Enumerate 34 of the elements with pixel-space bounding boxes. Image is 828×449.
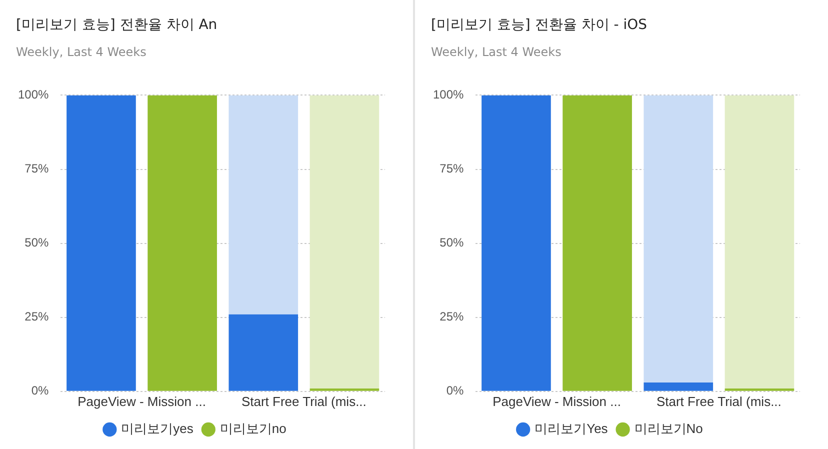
bar: [228, 95, 298, 314]
legend-label: 미리보기no: [220, 421, 286, 436]
bar: [66, 95, 136, 391]
y-tick-label: 25%: [24, 310, 50, 324]
legend-label: 미리보기yes: [121, 421, 194, 436]
bar: [482, 95, 551, 391]
bar: [228, 314, 298, 391]
y-tick-label: 75%: [440, 162, 464, 176]
legend-label: 미리보기Yes: [534, 421, 608, 436]
y-tick-label: 50%: [24, 236, 50, 250]
y-tick-label: 100%: [18, 88, 50, 102]
y-tick-label: 50%: [440, 236, 464, 250]
y-tick-label: 0%: [446, 384, 464, 398]
bar: [148, 95, 217, 391]
y-tick-label: 25%: [440, 310, 464, 324]
bar: [724, 95, 794, 388]
bar: [724, 388, 794, 391]
bar: [310, 388, 380, 391]
bar: [644, 95, 714, 383]
x-tick-label: Start Free Trial (mis...: [656, 394, 782, 409]
chart-subtitle: Weekly, Last 4 Weeks: [431, 45, 562, 59]
y-tick-label: 100%: [432, 88, 464, 102]
y-tick-label: 0%: [31, 384, 50, 398]
chart-title: [미리보기 효능] 전환율 차이 - iOS: [431, 16, 648, 34]
bar: [310, 95, 380, 388]
bar: [562, 95, 632, 391]
x-tick-label: PageView - Mission ...: [78, 394, 206, 409]
bar: [644, 382, 714, 391]
chart-title: [미리보기 효능] 전환율 차이 An: [16, 16, 218, 34]
y-tick-label: 75%: [24, 162, 50, 176]
chart-subtitle: Weekly, Last 4 Weeks: [16, 45, 146, 59]
legend-label: 미리보기No: [634, 421, 703, 436]
x-tick-label: PageView - Mission ...: [492, 394, 621, 409]
x-tick-label: Start Free Trial (mis...: [241, 394, 366, 409]
